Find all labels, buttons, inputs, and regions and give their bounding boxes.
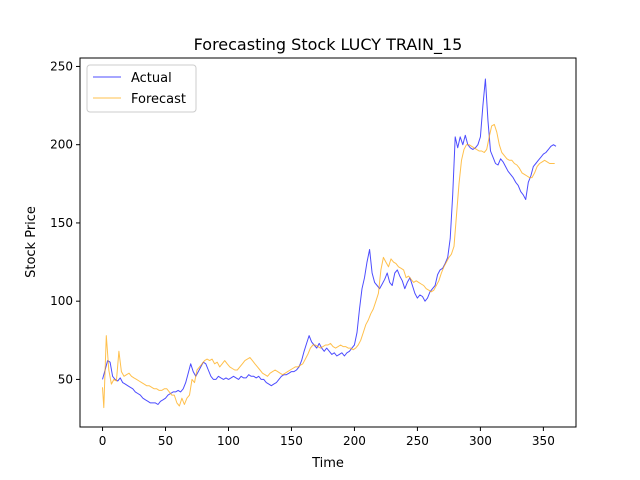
legend-label-forecast: Forecast [131,92,186,107]
series-layer [102,78,557,409]
x-tick-label: 350 [532,434,555,448]
series-line-forecast [102,123,555,409]
x-tick-label: 150 [280,434,303,448]
x-tick-label: 250 [406,434,429,448]
axes-border [79,57,577,428]
axes-frame [80,58,576,427]
y-axis-label: Stock Price [24,206,39,278]
y-tick-label: 200 [50,138,73,152]
x-tick-label: 100 [217,434,240,448]
x-axis: 0 50 100 150 200 250 300 350 [99,427,555,448]
y-tick-label: 100 [50,294,73,308]
legend-label-actual: Actual [131,71,172,86]
x-tick-label: 200 [343,434,366,448]
y-tick-label: 50 [58,372,73,386]
y-axis: 50 100 150 200 250 [50,59,80,386]
plot-area [79,57,577,428]
x-axis-label: Time [311,456,344,471]
x-tick-label: 300 [469,434,492,448]
legend: Actual Forecast [86,64,197,113]
y-tick-label: 150 [50,216,73,230]
y-tick-label: 250 [50,59,73,73]
x-tick-label: 0 [99,434,107,448]
x-tick-label: 50 [158,434,173,448]
series-line-actual [102,78,557,405]
chart-title: Forecasting Stock LUCY TRAIN_15 [194,35,463,55]
